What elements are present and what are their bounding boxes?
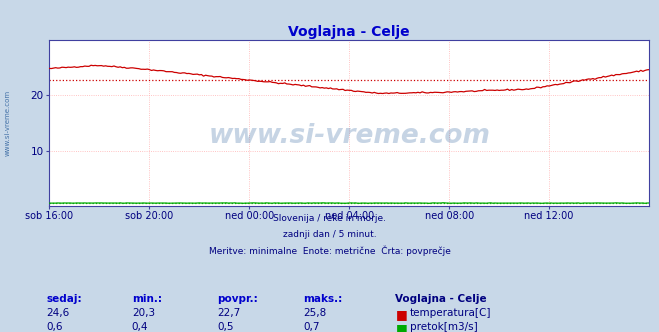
Text: maks.:: maks.:	[303, 294, 343, 304]
Text: 0,6: 0,6	[46, 322, 63, 332]
Text: Voglajna - Celje: Voglajna - Celje	[395, 294, 487, 304]
Text: 22,7: 22,7	[217, 308, 241, 318]
Text: www.si-vreme.com: www.si-vreme.com	[208, 123, 490, 149]
Text: pretok[m3/s]: pretok[m3/s]	[410, 322, 478, 332]
Text: zadnji dan / 5 minut.: zadnji dan / 5 minut.	[283, 230, 376, 239]
Text: ■: ■	[395, 322, 407, 332]
Title: Voglajna - Celje: Voglajna - Celje	[289, 25, 410, 39]
Text: Meritve: minimalne  Enote: metrične  Črta: povprečje: Meritve: minimalne Enote: metrične Črta:…	[208, 245, 451, 256]
Text: sedaj:: sedaj:	[46, 294, 82, 304]
Text: 0,5: 0,5	[217, 322, 234, 332]
Text: min.:: min.:	[132, 294, 162, 304]
Text: 0,7: 0,7	[303, 322, 320, 332]
Text: povpr.:: povpr.:	[217, 294, 258, 304]
Text: 0,4: 0,4	[132, 322, 148, 332]
Text: ■: ■	[395, 308, 407, 321]
Text: Slovenija / reke in morje.: Slovenija / reke in morje.	[273, 214, 386, 223]
Text: 24,6: 24,6	[46, 308, 69, 318]
Text: temperatura[C]: temperatura[C]	[410, 308, 492, 318]
Text: 20,3: 20,3	[132, 308, 155, 318]
Text: 25,8: 25,8	[303, 308, 326, 318]
Text: www.si-vreme.com: www.si-vreme.com	[5, 90, 11, 156]
